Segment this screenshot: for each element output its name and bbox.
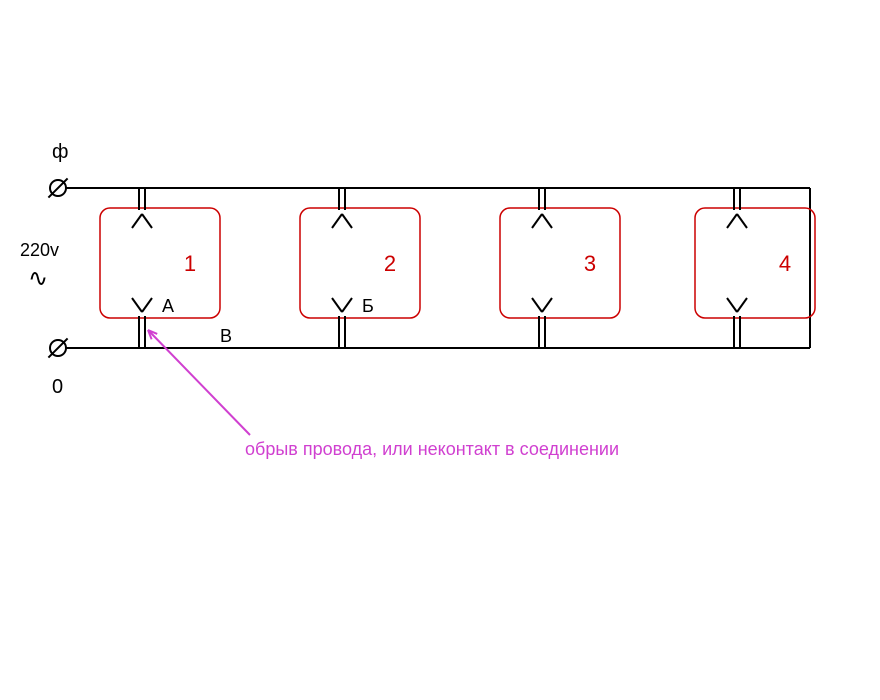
- socket-4: 4: [695, 188, 815, 348]
- socket-number: 1: [184, 251, 196, 276]
- circuit-diagram: ф 0 220v ∿ 1 2 3 4 А Б Вобрыв провода, или неконта…: [0, 0, 880, 700]
- socket-number: 3: [584, 251, 596, 276]
- point-V-label: В: [220, 326, 232, 346]
- socket-number: 2: [384, 251, 396, 276]
- point-B-label: Б: [362, 296, 374, 316]
- terminal: [48, 178, 67, 197]
- phase-label: ф: [52, 141, 68, 163]
- ac-symbol: ∿: [28, 265, 48, 292]
- neutral-label: 0: [52, 376, 63, 398]
- point-A-label: А: [162, 296, 174, 316]
- fault-annotation: обрыв провода, или неконтакт в соединени…: [148, 330, 619, 459]
- terminal: [48, 338, 67, 357]
- socket-number: 4: [779, 251, 791, 276]
- fault-note-text: обрыв провода, или неконтакт в соединени…: [245, 439, 619, 459]
- socket-2: 2: [300, 188, 420, 348]
- voltage-label: 220v: [20, 240, 59, 260]
- socket-1: 1: [100, 188, 220, 348]
- socket-3: 3: [500, 188, 620, 348]
